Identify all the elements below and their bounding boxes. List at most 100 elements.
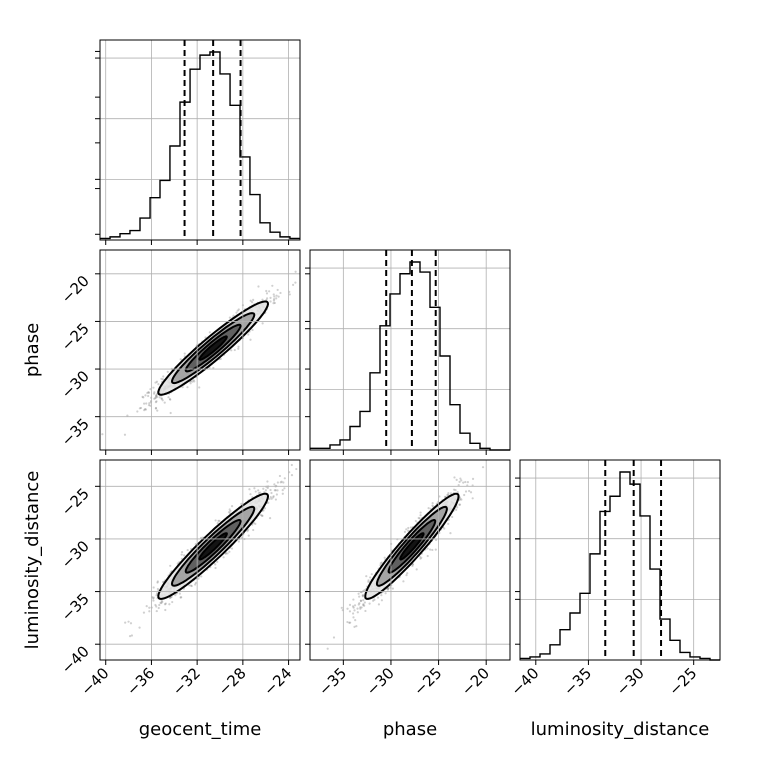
sample-point [138, 626, 141, 629]
sample-point [272, 496, 275, 499]
sample-point [447, 492, 450, 495]
sample-point [266, 480, 269, 483]
sample-point [180, 550, 184, 554]
sample-point [311, 437, 313, 439]
sample-point [155, 592, 159, 595]
sample-point [144, 408, 147, 411]
sample-point [469, 491, 473, 494]
sample-point [272, 302, 275, 305]
scatter-panel-geocent_time-vs-luminosity_distance: −40 −36 −32 −28 −24 −40 −35 −30 −25 [58, 437, 313, 699]
sample-point [124, 621, 127, 624]
sample-point [217, 519, 220, 522]
sample-point [130, 634, 134, 637]
sample-point [387, 587, 390, 590]
sample-point [154, 406, 158, 410]
sample-point [261, 322, 264, 325]
sample-point [368, 602, 371, 605]
sample-point [274, 489, 277, 492]
sample-point [348, 621, 351, 624]
sample-point [466, 480, 469, 484]
sample-point [411, 563, 414, 566]
sample-point [268, 290, 271, 293]
sample-point [260, 514, 264, 517]
sample-point [456, 491, 459, 494]
sample-point [163, 603, 167, 606]
sample-point [273, 489, 276, 492]
sample-point [248, 488, 251, 491]
sample-point [152, 596, 155, 599]
sample-point [458, 503, 462, 506]
sample-point [142, 396, 145, 399]
sample-point [359, 599, 363, 603]
sample-point [156, 587, 159, 591]
sample-point [200, 575, 203, 578]
x-axis-label-luminosity-distance: luminosity_distance [531, 719, 710, 740]
sample-point [181, 386, 184, 389]
sample-point [270, 491, 273, 495]
sample-point [139, 406, 143, 410]
sample-point [164, 608, 167, 612]
sample-point [128, 634, 132, 638]
sample-point [276, 288, 279, 292]
sample-point [197, 577, 200, 580]
panel-frame [309, 249, 511, 451]
sample-point [271, 284, 274, 287]
sample-point [224, 552, 227, 555]
sample-point [427, 506, 430, 510]
sample-point [364, 609, 367, 613]
sample-point [262, 509, 265, 512]
sample-point [145, 604, 148, 608]
sample-point [169, 398, 172, 401]
sample-point [426, 547, 429, 550]
sample-point [362, 599, 365, 602]
sample-point [365, 575, 368, 578]
sample-point [179, 358, 182, 361]
sample-point [456, 506, 459, 509]
sample-point [252, 298, 255, 301]
sample-point [275, 297, 278, 300]
sample-point [351, 612, 355, 615]
sample-point [419, 511, 422, 514]
sample-point [460, 498, 463, 501]
sample-point [169, 564, 172, 567]
sample-point [226, 552, 229, 555]
sample-point [269, 300, 272, 303]
sample-point [253, 487, 256, 490]
sample-point [431, 502, 434, 505]
sample-point [257, 491, 260, 495]
sample-point [257, 489, 260, 492]
sample-point [249, 493, 252, 496]
sample-point [190, 584, 193, 588]
sample-point [452, 488, 456, 491]
sample-point [153, 391, 156, 394]
sample-point [168, 596, 172, 600]
sample-point [276, 489, 279, 492]
histogram-panel-luminosity_distance: −40 −35 −30 −25 [508, 459, 721, 699]
sample-point [194, 581, 198, 584]
sample-point [272, 293, 275, 296]
panel-frame [309, 459, 511, 661]
panel-frame [99, 39, 301, 241]
sample-point [454, 488, 457, 492]
sample-point [189, 584, 193, 587]
sample-point [183, 352, 186, 355]
sample-point [161, 600, 164, 603]
sample-point [326, 647, 329, 650]
sample-point [383, 556, 386, 559]
sample-point [162, 375, 165, 378]
sample-point [403, 530, 407, 533]
sample-point [186, 548, 189, 552]
sample-point [156, 409, 159, 412]
sample-point [431, 505, 435, 508]
sample-point [280, 480, 283, 483]
sample-point [272, 299, 276, 302]
sample-point [276, 481, 279, 484]
sample-point [376, 596, 380, 599]
sample-point [259, 513, 262, 517]
sample-point [447, 522, 450, 525]
sample-point [159, 601, 162, 604]
sample-point [189, 382, 192, 385]
sample-point [405, 573, 408, 577]
sample-point [236, 309, 239, 312]
sample-point [178, 592, 181, 595]
